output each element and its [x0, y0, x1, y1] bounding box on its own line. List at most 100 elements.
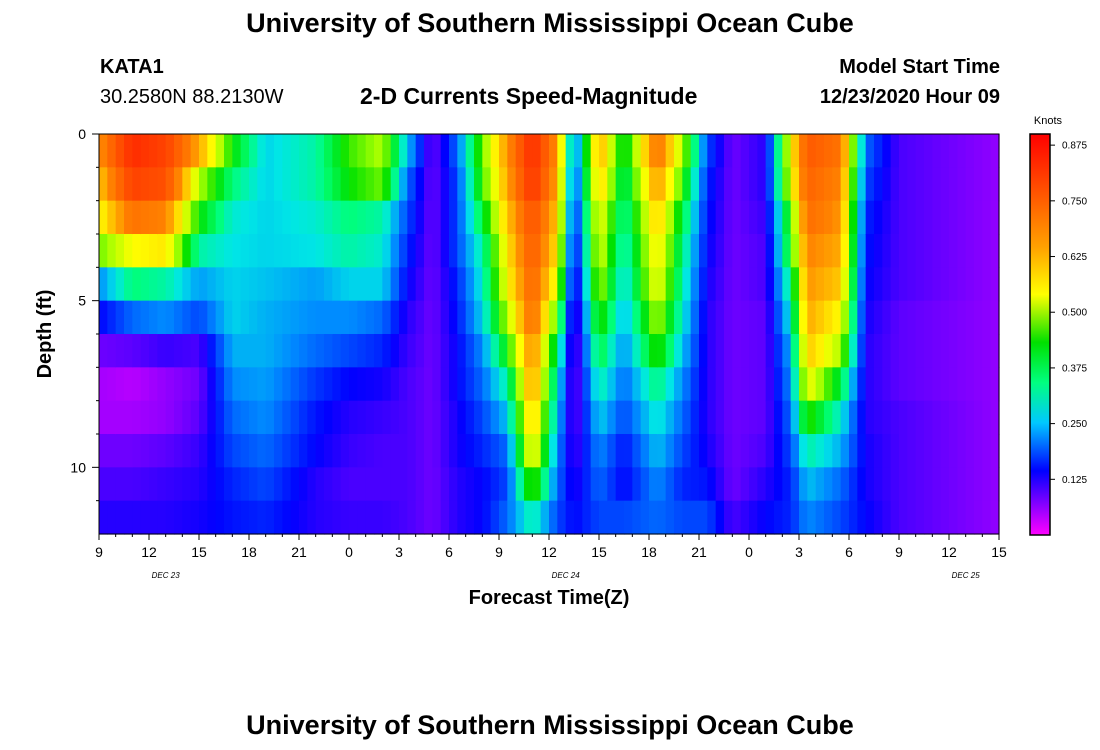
heatmap-cell — [524, 267, 533, 302]
heatmap-cell — [840, 500, 850, 535]
heatmap-cell — [740, 134, 750, 168]
heatmap-cell — [207, 134, 217, 168]
heatmap-cell — [865, 334, 875, 368]
heatmap-cell — [874, 400, 883, 435]
heatmap-cell — [657, 234, 667, 268]
heatmap-cell — [265, 367, 275, 402]
heatmap-cell — [490, 500, 500, 535]
heatmap-cell — [140, 400, 150, 435]
heatmap-cell — [215, 367, 225, 402]
heatmap-cell — [574, 434, 583, 468]
heatmap-cell — [399, 267, 408, 302]
heatmap-cell — [457, 267, 467, 302]
heatmap-cell — [432, 400, 442, 435]
heatmap-cell — [507, 234, 517, 268]
heatmap-cell — [307, 400, 317, 435]
heatmap-cell — [807, 467, 817, 502]
heatmap-cell — [907, 234, 917, 268]
heatmap-cell — [624, 334, 633, 368]
heatmap-cell — [249, 300, 258, 335]
heatmap-cell — [115, 400, 125, 435]
heatmap-cell — [765, 200, 775, 235]
heatmap-cell — [174, 300, 183, 335]
heatmap-cell — [432, 367, 442, 402]
heatmap-cell — [132, 134, 142, 168]
heatmap-cell — [874, 300, 883, 335]
heatmap-cell — [490, 434, 500, 468]
heatmap-cell — [624, 367, 633, 402]
heatmap-cell — [682, 267, 692, 302]
heatmap-cell — [990, 200, 1000, 235]
heatmap-cell — [824, 367, 833, 402]
heatmap-cell — [324, 434, 333, 468]
heatmap-cell — [224, 367, 233, 402]
heatmap-cell — [140, 500, 150, 535]
heatmap-cell — [532, 167, 542, 202]
heatmap-cell — [432, 300, 442, 335]
heatmap-cell — [199, 200, 208, 235]
heatmap-cell — [949, 134, 958, 168]
heatmap-cell — [890, 200, 900, 235]
heatmap-cell — [374, 367, 383, 402]
heatmap-cell — [282, 167, 292, 202]
heatmap-cell — [399, 234, 408, 268]
heatmap-cell — [224, 500, 233, 535]
heatmap-cell — [624, 167, 633, 202]
heatmap-cell — [124, 400, 133, 435]
heatmap-cell — [832, 400, 842, 435]
heatmap-cell — [724, 467, 733, 502]
heatmap-cell — [874, 234, 883, 268]
heatmap-cell — [899, 200, 908, 235]
heatmap-cell — [982, 200, 992, 235]
heatmap-cell — [382, 300, 392, 335]
heatmap-cell — [199, 267, 208, 302]
x-tick-label: 15 — [191, 544, 207, 560]
heatmap-cell — [715, 267, 725, 302]
heatmap-cell — [132, 434, 142, 468]
heatmap-cell — [899, 234, 908, 268]
heatmap-cell — [657, 334, 667, 368]
heatmap-cell — [174, 167, 183, 202]
heatmap-cell — [432, 167, 442, 202]
heatmap-cell — [132, 167, 142, 202]
heatmap-cell — [499, 134, 508, 168]
heatmap-cell — [457, 134, 467, 168]
heatmap-cell — [465, 467, 475, 502]
heatmap-cell — [932, 400, 942, 435]
heatmap-cell — [840, 200, 850, 235]
chart-title: 2-D Currents Speed-Magnitude — [360, 83, 698, 109]
heatmap-cell — [782, 200, 792, 235]
heatmap-cell — [782, 334, 792, 368]
heatmap-cell — [899, 367, 908, 402]
heatmap-cell — [407, 400, 417, 435]
x-tick-label: 6 — [845, 544, 853, 560]
heatmap-cell — [824, 434, 833, 468]
heatmap-cell — [832, 367, 842, 402]
heatmap-cell — [474, 300, 483, 335]
heatmap-cell — [274, 134, 283, 168]
heatmap-cell — [607, 367, 617, 402]
heatmap-cell — [649, 367, 658, 402]
heatmap-cell — [332, 200, 342, 235]
heatmap-cell — [782, 234, 792, 268]
heatmap-cell — [499, 400, 508, 435]
heatmap-cell — [682, 500, 692, 535]
heatmap-cell — [307, 367, 317, 402]
heatmap-cell — [740, 500, 750, 535]
heatmap-cell — [107, 167, 117, 202]
heatmap-cell — [782, 500, 792, 535]
heatmap-cell — [174, 134, 183, 168]
heatmap-cell — [557, 267, 567, 302]
heatmap-cell — [190, 267, 200, 302]
heatmap-cell — [482, 300, 492, 335]
heatmap-cell — [365, 334, 375, 368]
heatmap-cell — [399, 300, 408, 335]
heatmap-cell — [132, 200, 142, 235]
heatmap-cell — [182, 367, 192, 402]
heatmap-cell — [740, 234, 750, 268]
heatmap-cell — [732, 234, 742, 268]
heatmap-cell — [449, 400, 458, 435]
heatmap-cell — [240, 367, 250, 402]
heatmap-cell — [924, 467, 933, 502]
heatmap-cell — [324, 400, 333, 435]
